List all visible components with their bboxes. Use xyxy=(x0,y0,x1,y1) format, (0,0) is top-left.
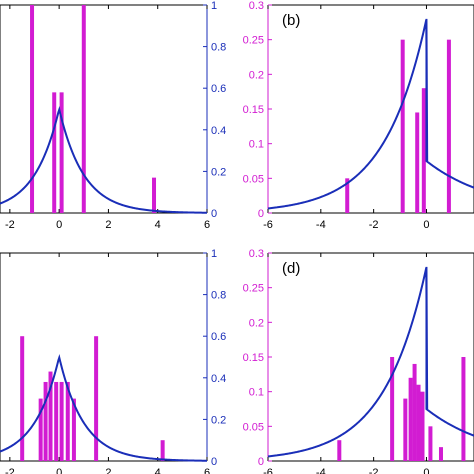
bar-4 xyxy=(81,5,86,213)
bar-6 xyxy=(416,384,421,461)
y-tick-label: 0 xyxy=(211,456,217,468)
y-tick-label: 0.3 xyxy=(249,248,264,260)
bar-4 xyxy=(48,371,53,461)
y-tick-label: 0.15 xyxy=(243,352,264,364)
bar-3 xyxy=(415,112,420,213)
panel-a: -2 0 2 4 600.20.40.60.81 xyxy=(0,0,226,231)
x-tick-label: 0 xyxy=(56,219,62,231)
x-tick-label: -2 xyxy=(369,467,379,474)
x-tick-label: 0 xyxy=(423,219,429,231)
y-tick-label: 0.8 xyxy=(211,42,226,54)
y-tick-label: 0.2 xyxy=(249,317,264,329)
y-tick-label: 0.4 xyxy=(211,373,226,385)
bar-3 xyxy=(43,381,48,461)
bar-4 xyxy=(408,377,413,461)
x-tick-label: -4 xyxy=(316,467,326,474)
bar-9 xyxy=(94,336,99,461)
bar-2 xyxy=(52,92,57,213)
x-tick-label: 2 xyxy=(105,467,111,474)
y-tick-label: 0.05 xyxy=(243,421,264,433)
y-tick-label: 0.8 xyxy=(211,290,226,302)
panel-c: -2 0 2 4 600.20.40.60.81 xyxy=(0,248,226,474)
x-tick-label: 6 xyxy=(204,219,210,231)
x-tick-label: -6 xyxy=(263,219,273,231)
fit-curve xyxy=(267,266,474,458)
x-tick-label: 6 xyxy=(204,467,210,474)
bar-5 xyxy=(412,363,417,461)
y-tick-label: 0.2 xyxy=(211,166,226,178)
y-tick-label: 0 xyxy=(258,208,264,220)
y-tick-label: 0.6 xyxy=(211,331,226,343)
panel-label: (b) xyxy=(282,12,300,29)
bar-2 xyxy=(390,357,395,461)
y-tick-label: 0.25 xyxy=(243,283,264,295)
panel-label: (d) xyxy=(282,260,300,277)
y-tick-label: 0.1 xyxy=(249,139,264,151)
bar-6 xyxy=(59,381,64,461)
bar-5 xyxy=(54,381,59,461)
x-tick-label: -6 xyxy=(263,467,273,474)
bar-4 xyxy=(421,88,426,213)
bar-7 xyxy=(65,381,70,461)
x-tick-label: 4 xyxy=(155,467,161,474)
bar-10 xyxy=(461,357,466,461)
bar-1 xyxy=(337,440,342,461)
x-tick-label: 2 xyxy=(105,219,111,231)
bar-3 xyxy=(59,92,64,213)
x-tick-label: 4 xyxy=(155,219,161,231)
y-tick-label: 0.05 xyxy=(243,173,264,185)
y-tick-label: 1 xyxy=(211,0,217,12)
x-tick-label: -4 xyxy=(316,219,326,231)
y-tick-label: 0.15 xyxy=(243,104,264,116)
bar-1 xyxy=(20,336,25,461)
bar-2 xyxy=(400,39,405,213)
bar-9 xyxy=(438,447,443,461)
bar-5 xyxy=(446,39,451,213)
fit-curve xyxy=(267,18,474,210)
bar-1 xyxy=(30,5,35,213)
bar-10 xyxy=(160,440,165,461)
panel-b: -6 -4 -2 0 0 0.05 0.1 0.15 0.2 0.25 0.3 (b) xyxy=(243,0,474,231)
bar-1 xyxy=(345,178,350,213)
bar-7 xyxy=(420,391,425,461)
x-tick-label: -2 xyxy=(5,467,15,474)
bar-2 xyxy=(38,398,43,461)
fit-curve xyxy=(0,105,208,214)
x-tick-label: 0 xyxy=(423,467,429,474)
y-tick-label: 0 xyxy=(258,456,264,468)
panel-d: -6 -4 -2 0 0 0.05 0.1 0.15 0.2 0.25 0.3 (d) xyxy=(243,248,474,474)
y-tick-label: 1 xyxy=(211,248,217,260)
x-tick-label: 0 xyxy=(56,467,62,474)
bar-5 xyxy=(152,177,157,213)
fit-curve xyxy=(0,353,208,462)
y-tick-label: 0 xyxy=(211,208,217,220)
x-tick-label: -2 xyxy=(369,219,379,231)
y-tick-label: 0.2 xyxy=(249,69,264,81)
y-tick-label: 0.25 xyxy=(243,35,264,47)
y-tick-label: 0.4 xyxy=(211,125,226,137)
bar-8 xyxy=(428,426,433,461)
bar-3 xyxy=(403,398,408,461)
y-tick-label: 0.1 xyxy=(249,387,264,399)
x-tick-label: -2 xyxy=(5,219,15,231)
y-tick-label: 0.3 xyxy=(249,0,264,12)
bar-8 xyxy=(71,398,76,461)
y-tick-label: 0.6 xyxy=(211,83,226,95)
y-tick-label: 0.2 xyxy=(211,414,226,426)
